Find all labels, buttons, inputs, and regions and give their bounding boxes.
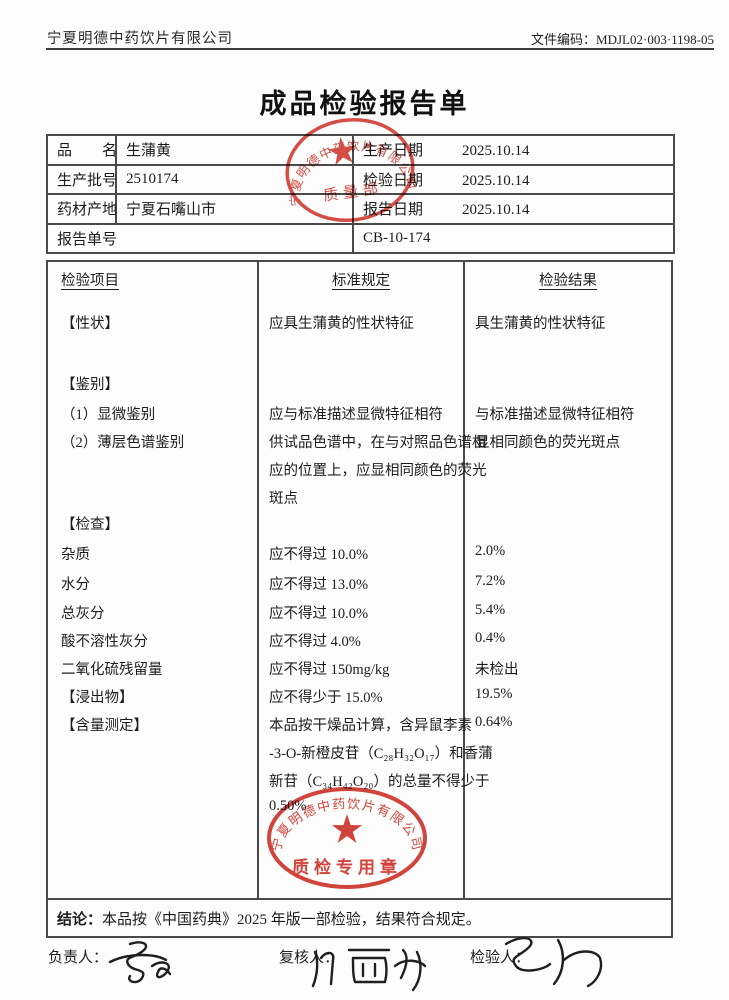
inspection-date-value: 2025.10.14 [462, 172, 530, 189]
production-date-label: 生产日期 [363, 143, 424, 160]
standard-text: 应与标准描述显微特征相符 [269, 407, 443, 423]
result-value: 7.2% [475, 573, 506, 589]
company-name: 宁夏明德中药饮片有限公司 [47, 31, 233, 47]
inspection-item-label: 【鉴别】 [61, 377, 119, 393]
document-code-value: MDJL02·003·1198-05 [596, 32, 714, 47]
inspection-item-label: 杂质 [61, 547, 90, 563]
table-row: 报告单号 CB-10-174 [46, 222, 675, 254]
conclusion-row: 结论： 本品按《中国药典》2025 年版一部检验，结果符合规定。 [46, 898, 673, 938]
standard-text: 新苷（C₃₄H₄₂O₂₀）的总量不得少于 [269, 774, 490, 790]
responsible-label: 负责人： [48, 950, 109, 966]
result-value: 0.64% [475, 714, 513, 730]
origin-label: 药材产地 [46, 193, 117, 225]
inspection-table: 检验项目 标准规定 检验结果 【性状】 【鉴别】 （1）显微鉴别 （2）薄层色谱… [46, 260, 673, 900]
column-header-standard: 标准规定 [332, 273, 390, 289]
table-row: 品 名 生蒲黄 生产日期 2025.10.14 [46, 134, 675, 166]
inspection-item-label: 【浸出物】 [61, 690, 134, 706]
result-value: 具生蒲黄的性状特征 [475, 316, 606, 332]
report-date-cell: 报告日期 2025.10.14 [352, 193, 675, 225]
column-divider [463, 262, 465, 898]
standard-text: 应的位置上，应显相同颜色的荧光 [269, 463, 487, 479]
inspection-item-label: 二氧化硫残留量 [61, 662, 163, 678]
inspection-item-label: 酸不溶性灰分 [61, 634, 148, 650]
table-row: 生产批号 2510174 检验日期 2025.10.14 [46, 163, 675, 195]
product-info-table: 品 名 生蒲黄 生产日期 2025.10.14 生产批号 2510174 检验日期… [46, 134, 675, 254]
standard-text: 斑点 [269, 491, 298, 507]
result-value: 未检出 [475, 662, 519, 678]
document-code-label: 文件编码： [531, 32, 597, 47]
inspection-item-label: 【含量测定】 [61, 718, 148, 734]
batch-no-label: 生产批号 [46, 163, 117, 195]
column-header-item: 检验项目 [61, 273, 119, 289]
result-value: 19.5% [475, 686, 513, 702]
reviewer-signature [311, 948, 427, 992]
production-date-value: 2025.10.14 [462, 143, 530, 160]
column-header-result: 检验结果 [539, 273, 597, 289]
result-value: 与标准描述显微特征相符 [475, 407, 635, 423]
standard-text: 应不得过 10.0% [269, 547, 369, 563]
inspection-item-label: 【检查】 [61, 517, 119, 533]
standard-text: 应不得过 10.0% [269, 606, 369, 622]
inspection-item-label: （2）薄层色谱鉴别 [61, 435, 185, 451]
product-name-label: 品 名 [46, 134, 117, 166]
page-title: 成品检验报告单 [259, 89, 470, 119]
standard-text: 供试品色谱中，在与对照品色谱相 [269, 435, 487, 451]
standard-text: 应具生蒲黄的性状特征 [269, 316, 414, 332]
production-date-cell: 生产日期 2025.10.14 [352, 134, 675, 166]
document-code: 文件编码：MDJL02·003·1198-05 [531, 29, 714, 48]
inspection-item-label: 【性状】 [61, 316, 119, 332]
table-row: 药材产地 宁夏石嘴山市 报告日期 2025.10.14 [46, 193, 675, 225]
standard-text: 应不得过 4.0% [269, 634, 361, 650]
standard-text: 应不得过 13.0% [269, 577, 369, 593]
header-divider [46, 48, 714, 50]
responsible-signature [108, 941, 172, 984]
standard-text: -3-O-新橙皮苷（C₂₈H₃₂O₁₇）和香蒲 [269, 746, 493, 762]
conclusion-text: 本品按《中国药典》2025 年版一部检验，结果符合规定。 [102, 911, 481, 928]
report-date-label: 报告日期 [363, 202, 424, 219]
result-value: 0.4% [475, 630, 506, 646]
conclusion-label: 结论： [57, 911, 103, 928]
batch-no-value: 2510174 [115, 163, 354, 195]
result-value: 显相同颜色的荧光斑点 [475, 435, 620, 451]
inspection-item-label: 水分 [61, 577, 90, 593]
inspection-date-label: 检验日期 [363, 172, 424, 189]
result-value: 2.0% [475, 543, 506, 559]
report-no-value: CB-10-174 [352, 222, 675, 254]
standard-text: 本品按干燥品计算，含异鼠李素 [269, 718, 472, 734]
origin-value: 宁夏石嘴山市 [115, 193, 354, 225]
standard-text: 应不得过 150mg/kg [269, 662, 390, 678]
product-name-value: 生蒲黄 [115, 134, 354, 166]
inspector-signature [504, 936, 603, 988]
result-value: 5.4% [475, 602, 506, 618]
standard-text: 0.50% [269, 798, 307, 814]
column-divider [257, 262, 259, 898]
report-date-value: 2025.10.14 [462, 202, 530, 219]
inspection-item-label: （1）显微鉴别 [61, 407, 156, 423]
inspection-date-cell: 检验日期 2025.10.14 [352, 163, 675, 195]
standard-text: 应不得少于 15.0% [269, 690, 383, 706]
inspection-item-label: 总灰分 [61, 606, 105, 622]
report-no-label: 报告单号 [46, 222, 354, 254]
